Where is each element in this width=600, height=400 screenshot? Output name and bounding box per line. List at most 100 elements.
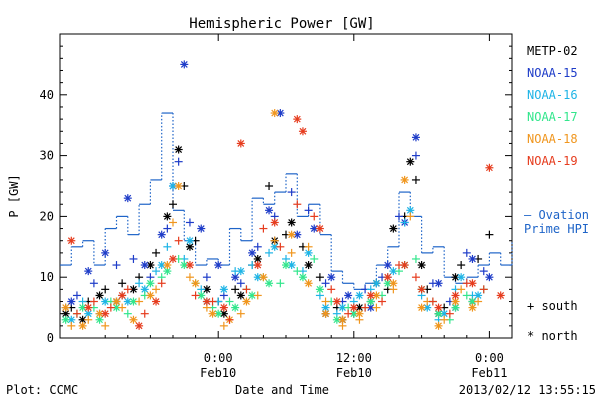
data-point-noaa-15-north (84, 267, 93, 276)
marker-legend-north: * north (527, 329, 578, 343)
data-point-noaa-19-south (445, 309, 454, 318)
x-tick-date-label: Feb10 (336, 366, 372, 380)
data-point-noaa-19-north (485, 163, 494, 172)
data-point-noaa-18-south (118, 303, 127, 312)
y-axis-label: P [GW] (7, 174, 21, 217)
data-point-noaa-19-south (174, 236, 183, 245)
data-point-noaa-19-south (310, 212, 319, 221)
data-point-metp-02-south (411, 175, 420, 184)
data-point-noaa-18-north (270, 109, 279, 118)
data-point-noaa-15-north (411, 133, 420, 142)
data-point-metp-02-north (406, 157, 415, 166)
data-point-noaa-19-north (332, 297, 341, 306)
legend-entry-metp-02: METP-02 (527, 44, 578, 58)
x-tick-time-label: 0:00 (204, 351, 233, 365)
data-point-noaa-19-south (140, 309, 149, 318)
data-point-noaa-15-south (236, 279, 245, 288)
x-axis-label: Date and Time (235, 383, 329, 397)
data-point-noaa-19-south (428, 297, 437, 306)
data-point-noaa-16-south (163, 242, 172, 251)
data-point-noaa-18-south (101, 321, 110, 330)
data-point-noaa-17-south (411, 254, 420, 263)
data-point-noaa-15-north (265, 206, 274, 215)
data-point-metp-02-north (236, 291, 245, 300)
data-point-noaa-16-south (400, 218, 409, 227)
data-point-noaa-17-north (197, 291, 206, 300)
data-point-noaa-17-south (276, 279, 285, 288)
data-point-noaa-15-south (321, 279, 330, 288)
data-point-noaa-17-north (332, 315, 341, 324)
data-point-noaa-17-north (248, 291, 257, 300)
data-point-noaa-18-north (389, 279, 398, 288)
data-point-noaa-18-north (468, 303, 477, 312)
data-point-metp-02-north (287, 218, 296, 227)
data-point-noaa-18-south (84, 315, 93, 324)
data-point-noaa-19-north (270, 218, 279, 227)
data-point-noaa-15-south (185, 218, 194, 227)
data-point-noaa-19-north (400, 261, 409, 270)
data-point-noaa-18-north (451, 297, 460, 306)
data-point-noaa-17-north (298, 273, 307, 282)
data-point-noaa-19-south (479, 285, 488, 294)
ovation-legend-line1: — Ovation (524, 208, 589, 222)
data-point-noaa-19-south (293, 200, 302, 209)
data-point-noaa-15-south (112, 261, 121, 270)
data-points-layer (61, 60, 505, 330)
data-point-noaa-18-north (338, 315, 347, 324)
x-tick-date-label: Feb10 (200, 366, 236, 380)
plot-credit: Plot: CCMC (6, 383, 78, 397)
data-point-noaa-15-north (383, 261, 392, 270)
data-point-noaa-17-north (231, 303, 240, 312)
data-point-noaa-15-north (344, 291, 353, 300)
data-point-noaa-19-north (202, 297, 211, 306)
data-point-noaa-19-south (225, 315, 234, 324)
data-point-noaa-15-north (327, 273, 336, 282)
data-point-noaa-17-south (293, 267, 302, 276)
data-point-noaa-18-south (287, 248, 296, 257)
data-point-noaa-17-north (146, 279, 155, 288)
data-point-noaa-15-north (248, 248, 257, 257)
data-point-noaa-19-north (253, 261, 262, 270)
data-point-noaa-17-south (225, 297, 234, 306)
data-point-noaa-15-south (479, 267, 488, 276)
data-point-noaa-17-north (61, 315, 70, 324)
legend-entry-noaa-15: NOAA-15 (527, 66, 578, 80)
data-point-metp-02-north (389, 224, 398, 233)
ovation-legend-line2: Prime HPI (524, 222, 589, 236)
data-point-noaa-15-north (157, 230, 166, 239)
data-point-noaa-15-south (304, 206, 313, 215)
data-point-noaa-16-north (185, 236, 194, 245)
data-point-noaa-19-south (276, 242, 285, 251)
data-point-noaa-19-north (236, 139, 245, 148)
data-point-noaa-19-south (106, 303, 115, 312)
data-point-noaa-18-south (236, 309, 245, 318)
data-point-noaa-15-north (214, 261, 223, 270)
data-point-noaa-15-south (411, 151, 420, 160)
data-point-noaa-18-south (135, 297, 144, 306)
data-point-noaa-19-south (361, 303, 370, 312)
data-point-noaa-19-north (451, 291, 460, 300)
data-point-noaa-17-north (315, 285, 324, 294)
data-point-noaa-18-north (129, 315, 138, 324)
data-point-noaa-18-north (400, 175, 409, 184)
satellite-legend: METP-02 NOAA-15 NOAA-16 NOAA-17 NOAA-18 NOAA-… (527, 44, 578, 168)
data-point-noaa-15-north (101, 248, 110, 257)
data-point-noaa-19-south (344, 309, 353, 318)
data-point-noaa-15-north (485, 273, 494, 282)
data-point-noaa-18-south (253, 291, 262, 300)
data-point-noaa-19-north (135, 321, 144, 330)
plot-axes: 0102030400:00Feb1012:00Feb100:00Feb1112:… (40, 33, 513, 380)
data-point-noaa-15-north (231, 273, 240, 282)
data-point-noaa-18-south (321, 297, 330, 306)
data-point-noaa-19-south (242, 285, 251, 294)
data-point-noaa-19-south (89, 297, 98, 306)
data-point-noaa-18-south (270, 236, 279, 245)
data-point-noaa-16-south (135, 279, 144, 288)
data-point-noaa-15-south (253, 242, 262, 251)
data-point-noaa-15-south (462, 248, 471, 257)
data-point-noaa-19-north (169, 254, 177, 263)
legend-entry-noaa-17: NOAA-17 (527, 110, 578, 124)
data-point-noaa-18-north (208, 309, 217, 318)
data-point-noaa-19-south (259, 224, 268, 233)
